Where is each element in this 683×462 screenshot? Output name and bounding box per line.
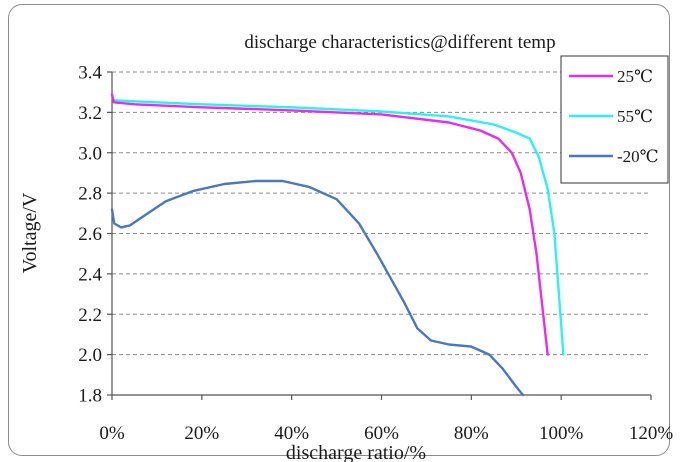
x-tick-label-3: 60% xyxy=(364,423,399,444)
x-tick-label-4: 80% xyxy=(454,423,489,444)
y-tick-label-3: 2.4 xyxy=(78,264,102,285)
y-tick-label-6: 3.0 xyxy=(78,143,102,164)
chart-title: discharge characteristics@different temp xyxy=(244,32,555,53)
y-tick-label-4: 2.6 xyxy=(78,224,102,245)
legend-label-1: 55℃ xyxy=(617,107,653,126)
legend: 25℃ 55℃ -20℃ xyxy=(560,55,669,184)
y-tick-label-1: 2.0 xyxy=(78,345,102,366)
x-tick-label-1: 20% xyxy=(184,423,219,444)
y-axis-title: Voltage/V xyxy=(19,192,41,273)
x-tick-label-2: 40% xyxy=(274,423,309,444)
y-tick-label-8: 3.4 xyxy=(78,63,102,84)
y-tick-label-5: 2.8 xyxy=(78,184,102,205)
series-lines xyxy=(110,93,565,397)
legend-label-0: 25℃ xyxy=(617,67,653,86)
chart-frame xyxy=(8,4,670,456)
x-tick-label-5: 100% xyxy=(539,423,584,444)
series-line-0 xyxy=(110,93,549,356)
x-tick-label-6: 120% xyxy=(629,423,674,444)
legend-label-2: -20℃ xyxy=(617,147,659,166)
tick-labels: 1.8 2.0 2.2 2.4 2.6 2.8 3.0 3.2 3.4 0% 20% 40% 60% 80… xyxy=(78,63,673,445)
y-tick-label-0: 1.8 xyxy=(78,386,102,407)
y-tick-label-7: 3.2 xyxy=(78,103,102,124)
x-tick-label-0: 0% xyxy=(99,423,125,444)
y-tick-label-2: 2.2 xyxy=(78,305,102,326)
series-line-1 xyxy=(110,95,565,356)
series-line-2 xyxy=(110,179,525,397)
axes xyxy=(107,71,652,400)
x-axis-title: discharge ratio/% xyxy=(286,442,426,462)
